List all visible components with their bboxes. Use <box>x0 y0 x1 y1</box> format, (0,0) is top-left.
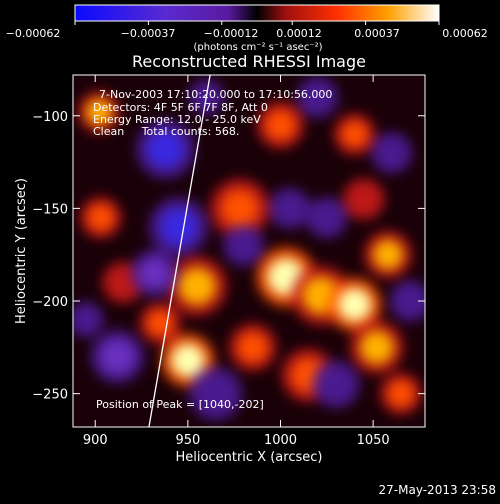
heatmap-blob-core <box>397 288 424 314</box>
heatmap-blob-core <box>321 369 351 400</box>
heatmap-blob-core <box>276 195 303 222</box>
y-axis-tick-label: −200 <box>32 295 68 310</box>
y-axis-tick-label: −100 <box>32 110 68 125</box>
limb-line <box>148 75 211 427</box>
annotation-time: 7-Nov-2003 17:10:20.000 to 17:10:56.000 <box>99 88 332 101</box>
y-axis-tick-label: −250 <box>32 388 68 403</box>
colorbar-tick-label: −0.00062 <box>6 27 61 40</box>
heatmap-blob-core <box>313 204 340 231</box>
x-axis-tick-label: 1050 <box>357 433 390 448</box>
heatmap-blob-core <box>350 186 377 213</box>
heatmap-blob-core <box>171 343 205 377</box>
info-annotations: 7-Nov-2003 17:10:20.000 to 17:10:56.000 … <box>93 88 332 138</box>
heatmap-blob-core <box>110 269 136 296</box>
x-axis-tick-labels: 900 950 1000 1050 <box>83 433 390 448</box>
heatmap-blob-core <box>198 376 233 411</box>
heatmap-blob-core <box>74 308 98 331</box>
x-axis-ticks <box>94 75 374 427</box>
y-axis-ticks <box>73 115 425 395</box>
heatmap-blob-core <box>85 99 112 126</box>
y-axis-label: Heliocentric Y (arcsec) <box>14 178 29 324</box>
heatmap-blob-core <box>237 332 268 363</box>
colorbar-tick-label: 0.00012 <box>276 27 322 40</box>
heatmap-blob-core <box>387 380 414 407</box>
heatmap-blob-core <box>360 330 394 365</box>
heatmap-image <box>73 76 425 421</box>
y-axis-tick-label: −150 <box>32 202 68 217</box>
heatmap-blob-core <box>337 288 372 322</box>
heatmap-blob-core <box>230 232 257 259</box>
peak-position-label: Position of Peak = [1040,-202] <box>96 398 264 411</box>
colorbar-tick-label: 0.00037 <box>354 27 400 40</box>
x-axis-tick-label: 900 <box>83 433 108 448</box>
colorbar-unit-label: (photons cm⁻² s⁻¹ asec⁻²) <box>193 42 322 53</box>
heatmap-blob-core <box>147 310 174 337</box>
x-axis-label: Heliocentric X (arcsec) <box>176 450 323 465</box>
y-axis-tick-labels: −100 −150 −200 −250 <box>32 110 68 403</box>
chart-title: Reconstructed RHESSI Image <box>132 52 366 71</box>
heatmap-blob-core <box>100 339 135 374</box>
colorbar-tick-label: −0.00037 <box>121 27 176 40</box>
footer-timestamp: 27-May-2013 23:58 <box>379 483 496 497</box>
colorbar-ticks <box>74 21 440 25</box>
heatmap-blob-core <box>265 110 296 140</box>
heatmap-blob-core <box>160 208 198 246</box>
plot-frame <box>72 74 426 428</box>
annotation-counts: Clean Total counts: 568. <box>93 125 239 138</box>
colorbar-tick-labels: −0.00062 −0.00037 −0.00012 0.00012 0.000… <box>6 27 488 40</box>
colorbar <box>74 4 440 22</box>
annotation-energy: Energy Range: 12.0 - 25.0 keV <box>93 113 261 126</box>
heatmap-blob-core <box>221 189 259 227</box>
x-axis-tick-label: 950 <box>175 433 200 448</box>
heatmap-blob-core <box>373 239 403 270</box>
heatmap-blob-core <box>147 130 185 168</box>
heatmap-blob-core <box>178 267 216 305</box>
colorbar-tick-label: −0.00012 <box>204 27 259 40</box>
heatmap-blob-core <box>378 139 405 166</box>
annotation-detectors: Detectors: 4F 5F 6F 7F 8F, Att 0 <box>93 101 268 114</box>
heatmap-blob-core <box>139 258 170 289</box>
heatmap-blob-core <box>87 204 114 231</box>
heatmap-blob-core <box>304 84 331 111</box>
heatmap-blob-core <box>341 121 368 148</box>
colorbar-tick-label: 0.00062 <box>442 27 488 40</box>
x-axis-tick-label: 1000 <box>264 433 297 448</box>
